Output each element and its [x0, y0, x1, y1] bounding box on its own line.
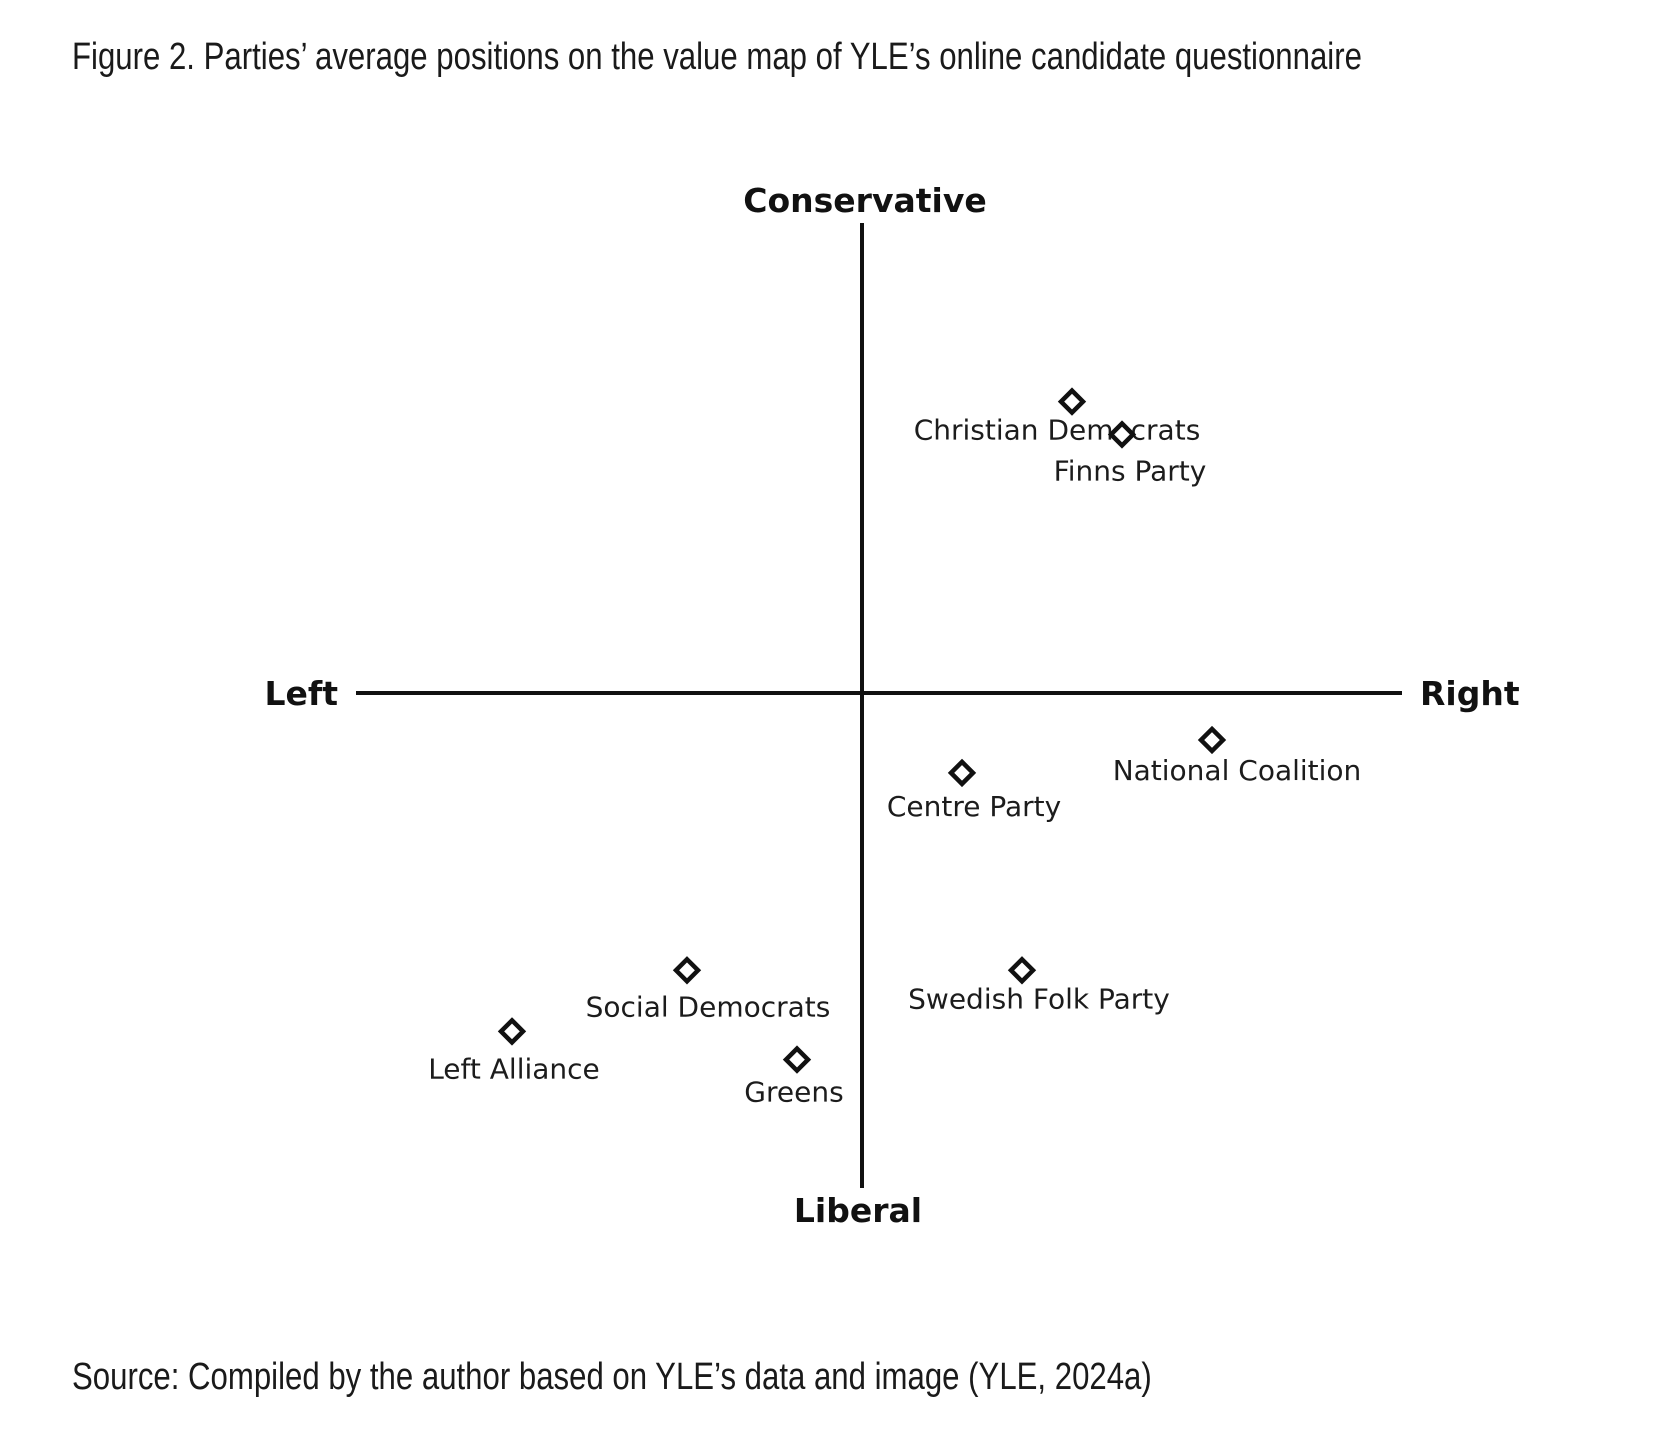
diamond-marker [1197, 725, 1227, 755]
point-label: Finns Party [1054, 455, 1207, 488]
point-swedish-folk-party: Swedish Folk Party [908, 956, 1170, 1015]
diamond-marker [1107, 420, 1137, 449]
diamond-marker [672, 956, 702, 985]
point-label: Swedish Folk Party [908, 982, 1170, 1015]
axis-label-left: Left [264, 674, 338, 713]
axis-label-liberal: Liberal [794, 1191, 922, 1230]
point-label: Social Democrats [586, 990, 831, 1023]
axes: Conservative Liberal Left Right [264, 181, 1519, 1230]
point-label: National Coalition [1113, 754, 1362, 787]
point-finns-party: Finns Party [1054, 420, 1207, 488]
diamond-marker [947, 758, 977, 788]
axis-label-conservative: Conservative [743, 181, 986, 220]
axis-label-right: Right [1420, 674, 1520, 713]
point-label: Centre Party [887, 790, 1061, 823]
diamond-marker [1007, 956, 1037, 985]
figure-title: Figure 2. Parties’ average positions on … [72, 36, 1362, 78]
point-label: Left Alliance [428, 1052, 600, 1085]
point-label: Greens [744, 1076, 843, 1109]
figure-source: Source: Compiled by the author based on … [72, 1356, 1152, 1398]
party-points: Christian Democrats Finns Party National C… [428, 387, 1362, 1109]
point-christian-democrats: Christian Democrats [914, 387, 1201, 447]
point-greens: Greens [744, 1045, 844, 1109]
point-centre-party: Centre Party [887, 758, 1061, 823]
diamond-marker [782, 1045, 812, 1074]
diamond-marker [1057, 387, 1087, 416]
point-social-democrats: Social Democrats [586, 956, 831, 1023]
point-national-coalition: National Coalition [1113, 725, 1362, 787]
point-label: Christian Democrats [914, 414, 1201, 447]
diamond-marker [497, 1017, 527, 1046]
point-left-alliance: Left Alliance [428, 1017, 600, 1085]
